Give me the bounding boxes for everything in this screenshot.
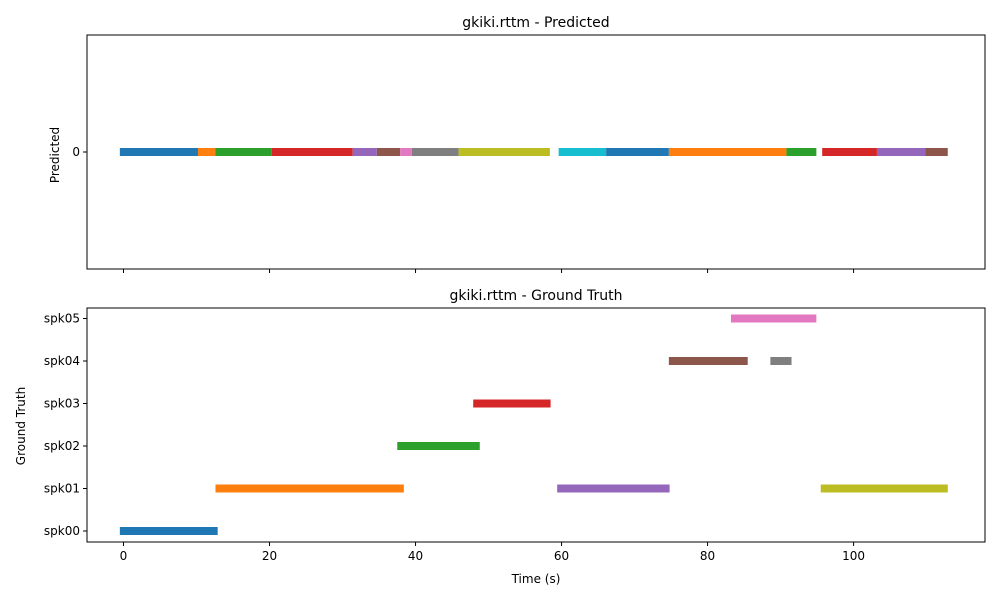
ground-truth-y-tick-label-1: spk01	[44, 482, 80, 496]
ground-truth-x-tick-label-0: 0	[120, 549, 128, 563]
ground-truth-segment-8	[820, 484, 948, 493]
x-axis-label: Time (s)	[511, 572, 561, 586]
ground-truth-segment-6	[730, 314, 817, 323]
ground-truth-x-tick-label-3: 60	[554, 549, 569, 563]
predicted-y-axis-label: Predicted	[48, 127, 62, 183]
ground-truth-x-tick-label-4: 80	[700, 549, 715, 563]
predicted-segment-7	[411, 148, 459, 156]
predicted-segment-3	[271, 148, 353, 156]
ground-truth-y-axis-label: Ground Truth	[14, 387, 28, 465]
predicted-segment-5	[376, 148, 401, 156]
ground-truth-segment-7	[770, 357, 792, 365]
ground-truth-y-tick-label-0: spk00	[44, 524, 80, 538]
predicted-segment-10	[606, 148, 669, 156]
predicted-segment-0	[119, 148, 198, 156]
predicted-segment-15	[925, 148, 948, 156]
ground-truth-y-tick-label-3: spk03	[44, 397, 80, 411]
ground-truth-x-tick-label-5: 100	[842, 549, 865, 563]
ground-truth-segment-1	[215, 484, 404, 493]
predicted-segment-14	[876, 148, 926, 156]
ground-truth-x-tick-label-2: 40	[408, 549, 423, 563]
ground-truth-segment-0	[119, 527, 218, 535]
predicted-plot-frame	[86, 34, 986, 270]
ground-truth-plot-frame	[86, 307, 986, 543]
ground-truth-segment-2	[397, 442, 480, 450]
predicted-segment-13	[822, 148, 877, 156]
predicted-panel: gkiki.rttm - Predicted Predicted 0	[48, 15, 986, 273]
ground-truth-segment-3	[473, 399, 551, 408]
ground-truth-segments	[119, 314, 948, 535]
predicted-segment-12	[786, 148, 817, 156]
predicted-ticks: 0	[72, 145, 855, 273]
predicted-segment-4	[352, 148, 377, 156]
predicted-segment-1	[197, 148, 216, 156]
ground-truth-x-tick-label-1: 20	[262, 549, 277, 563]
ground-truth-ticks: 0 20 40 60 80 100 spk00 spk01 spk02 spk03 spk04 spk…	[44, 312, 865, 564]
predicted-segment-11	[668, 148, 787, 156]
ground-truth-segment-4	[557, 484, 670, 493]
predicted-y-tick-label-0: 0	[72, 145, 80, 159]
predicted-chart-title: gkiki.rttm - Predicted	[462, 15, 609, 31]
predicted-segment-2	[215, 148, 272, 156]
ground-truth-chart-title: gkiki.rttm - Ground Truth	[449, 288, 622, 304]
ground-truth-y-tick-label-4: spk04	[44, 354, 80, 368]
ground-truth-panel: gkiki.rttm - Ground Truth Ground Truth T…	[14, 288, 986, 586]
ground-truth-segment-5	[668, 357, 748, 365]
ground-truth-y-tick-label-2: spk02	[44, 439, 80, 453]
predicted-segment-6	[400, 148, 412, 156]
predicted-segment-9	[558, 148, 607, 156]
predicted-segments	[119, 148, 948, 156]
ground-truth-y-tick-label-5: spk05	[44, 312, 80, 326]
predicted-segment-8	[458, 148, 550, 156]
